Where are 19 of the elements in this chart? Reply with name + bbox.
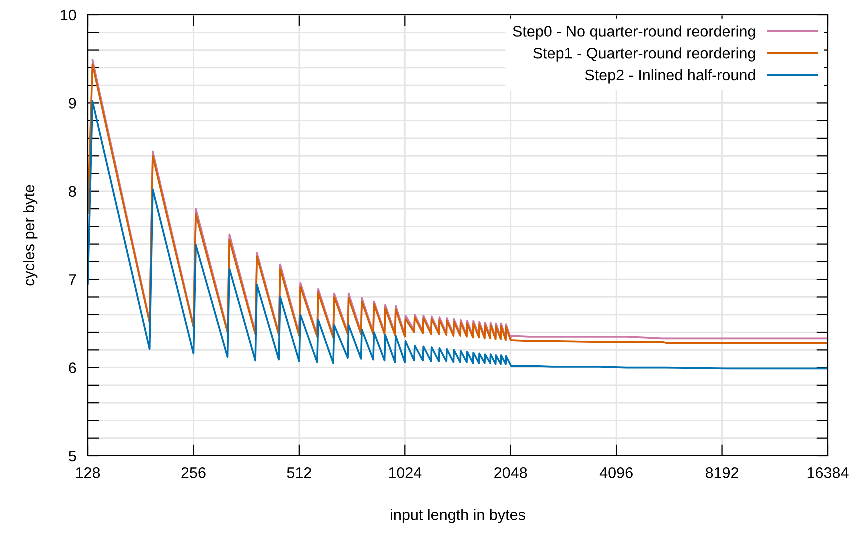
y-tick-label: 10 (61, 10, 76, 21)
x-tick-label: 512 (287, 468, 312, 478)
y-tick-label: 8 (69, 186, 76, 198)
x-tick-label: 256 (182, 468, 206, 478)
legend-label: Step0 - No quarter-round reordering (513, 26, 756, 40)
legend-label: Step1 - Quarter-round reordering (534, 48, 756, 62)
x-tick-label: 1024 (389, 468, 422, 478)
legend-label: Step2 - Inlined half-round (585, 69, 756, 84)
y-tick-label: 6 (69, 362, 76, 374)
y-tick-label: 5 (69, 451, 76, 462)
x-tick-label: 4096 (600, 468, 633, 478)
x-tick-label: 8192 (706, 468, 739, 478)
x-tick-label: 128 (76, 468, 100, 478)
x-tick-label: 2048 (494, 468, 528, 478)
y-tick-label: 9 (69, 98, 76, 109)
y-axis-title: cycles per byte (23, 185, 38, 286)
x-axis-title: input length in bytes (391, 509, 526, 524)
x-tick-label: 16384 (808, 468, 849, 478)
y-tick-label: 7 (69, 274, 76, 286)
